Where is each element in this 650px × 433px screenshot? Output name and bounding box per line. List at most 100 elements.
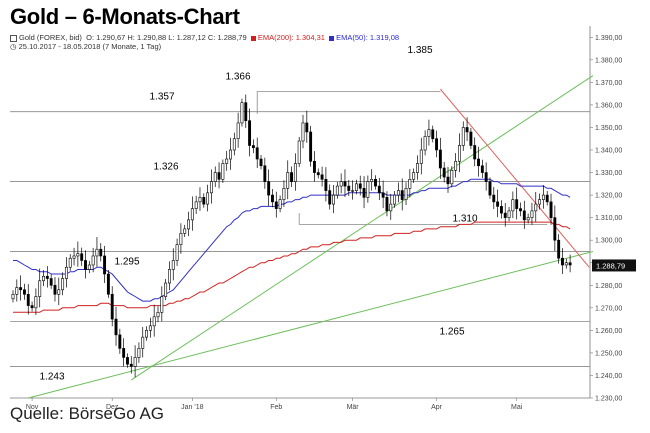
candle-body [564, 262, 568, 266]
y-tick-label: 1.350,00 [595, 125, 622, 132]
x-tick-label: Mär [347, 404, 360, 411]
ema50-swatch-icon [329, 35, 335, 41]
candle-body [549, 201, 553, 218]
y-tick-label: 1.330,00 [595, 170, 622, 177]
candle-body [187, 219, 190, 230]
y-tick-label: 1.310,00 [595, 215, 622, 222]
candle-body [148, 325, 152, 331]
candle-body [534, 203, 538, 212]
candle-body [446, 176, 450, 185]
level-label: 1.385 [407, 45, 432, 56]
candle-body [557, 239, 561, 259]
level-label: 1.310 [452, 213, 477, 224]
candle-body [484, 172, 488, 182]
candle-body [45, 275, 49, 279]
candle-body [522, 210, 526, 221]
trendline-red [439, 88, 590, 268]
y-tick-label: 1.260,00 [595, 328, 622, 335]
candle-body [381, 192, 385, 198]
ema50-label: EMA(50): 1.319,08 [336, 33, 400, 42]
x-tick-label: Dez [106, 404, 119, 411]
candle-body [145, 330, 148, 338]
candle-body [286, 172, 290, 189]
candle-body [538, 199, 542, 205]
trendline-green [28, 250, 594, 399]
candle-body [335, 185, 339, 196]
source-label: Quelle: BörseGo AG [10, 404, 165, 423]
candle-body [499, 206, 503, 214]
candle-body [419, 149, 423, 164]
candle-body [248, 120, 252, 146]
candle-body [404, 188, 408, 200]
ema200-label: EMA(200): 1.304,31 [257, 33, 325, 42]
candle-body [72, 255, 76, 259]
y-tick-label: 1.230,00 [595, 396, 622, 403]
candle-body [209, 181, 213, 194]
candle-body [480, 165, 484, 173]
candle-body [442, 167, 446, 178]
candle-body [225, 158, 229, 164]
candle-body [316, 172, 320, 176]
candle-body [156, 312, 160, 318]
candle-body [23, 289, 26, 295]
candle-body [366, 181, 370, 198]
candle-body [110, 293, 114, 320]
candle-body [160, 296, 164, 313]
candle-body [492, 194, 496, 203]
candle-body [339, 181, 343, 187]
candle-body [30, 305, 34, 309]
ema200-line [13, 221, 571, 313]
candle-body [198, 197, 202, 203]
candle-body [282, 188, 286, 200]
candle-body [87, 264, 91, 270]
candle-body [458, 145, 461, 162]
candle-body [114, 318, 118, 336]
y-tick-label: 1.250,00 [595, 350, 622, 357]
candle-body [396, 190, 400, 196]
candle-body [374, 179, 377, 187]
candle-body [305, 122, 309, 133]
last-price-label: 1.288,79 [596, 261, 625, 270]
candle-body [271, 194, 274, 203]
level-label: 1.265 [439, 326, 464, 337]
y-tick-label: 1.340,00 [595, 148, 622, 155]
candle-body [137, 348, 141, 358]
candle-body [179, 233, 183, 245]
candle-body [347, 185, 351, 191]
level-label: 1.326 [153, 162, 178, 173]
candle-body [423, 136, 427, 151]
candle-body [267, 181, 271, 196]
candle-body [106, 273, 110, 295]
candle-body [354, 183, 358, 191]
candle-body [175, 244, 179, 261]
candle-body [465, 127, 469, 133]
chart-legend-line-1: Gold (FOREX, bid) O: 1.290,67 H: 1.290,8… [10, 33, 399, 42]
candle-body [293, 163, 297, 182]
level-label: 1.366 [225, 71, 250, 82]
instrument-label: Gold (FOREX, bid) [19, 33, 82, 42]
candle-body [152, 316, 156, 327]
candle-body [118, 334, 122, 349]
candle-body [568, 262, 572, 266]
candle-body [64, 266, 68, 279]
x-tick-label: Feb [270, 404, 282, 411]
candle-body [122, 348, 126, 358]
candle-body [301, 122, 305, 142]
candle-body [435, 138, 438, 151]
trendline-green [131, 75, 594, 381]
candle-body [358, 183, 362, 189]
candle-body [496, 201, 500, 207]
candle-body [164, 282, 168, 297]
candle-body [454, 160, 458, 171]
candle-body [190, 208, 194, 221]
candle-body [80, 253, 84, 261]
candle-body [221, 163, 225, 180]
candle-body [393, 194, 397, 205]
candle-body [320, 174, 324, 180]
candle-body [477, 158, 480, 167]
candle-body [511, 199, 515, 212]
candle-body [412, 172, 416, 180]
y-tick-label: 1.270,00 [595, 305, 622, 312]
candle-body [34, 296, 38, 309]
candle-body [202, 197, 206, 205]
